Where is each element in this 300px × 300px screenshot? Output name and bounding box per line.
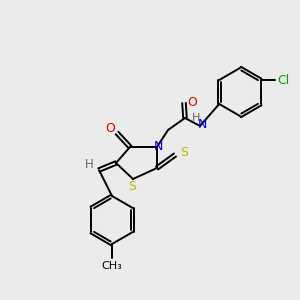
Text: N: N bbox=[153, 140, 163, 152]
Text: CH₃: CH₃ bbox=[102, 261, 122, 271]
Text: S: S bbox=[128, 181, 136, 194]
Text: H: H bbox=[85, 158, 93, 172]
Text: O: O bbox=[105, 122, 115, 136]
Text: O: O bbox=[187, 95, 197, 109]
Text: S: S bbox=[180, 146, 188, 160]
Text: N: N bbox=[197, 118, 207, 131]
Text: Cl: Cl bbox=[278, 74, 290, 86]
Text: H: H bbox=[192, 113, 200, 123]
